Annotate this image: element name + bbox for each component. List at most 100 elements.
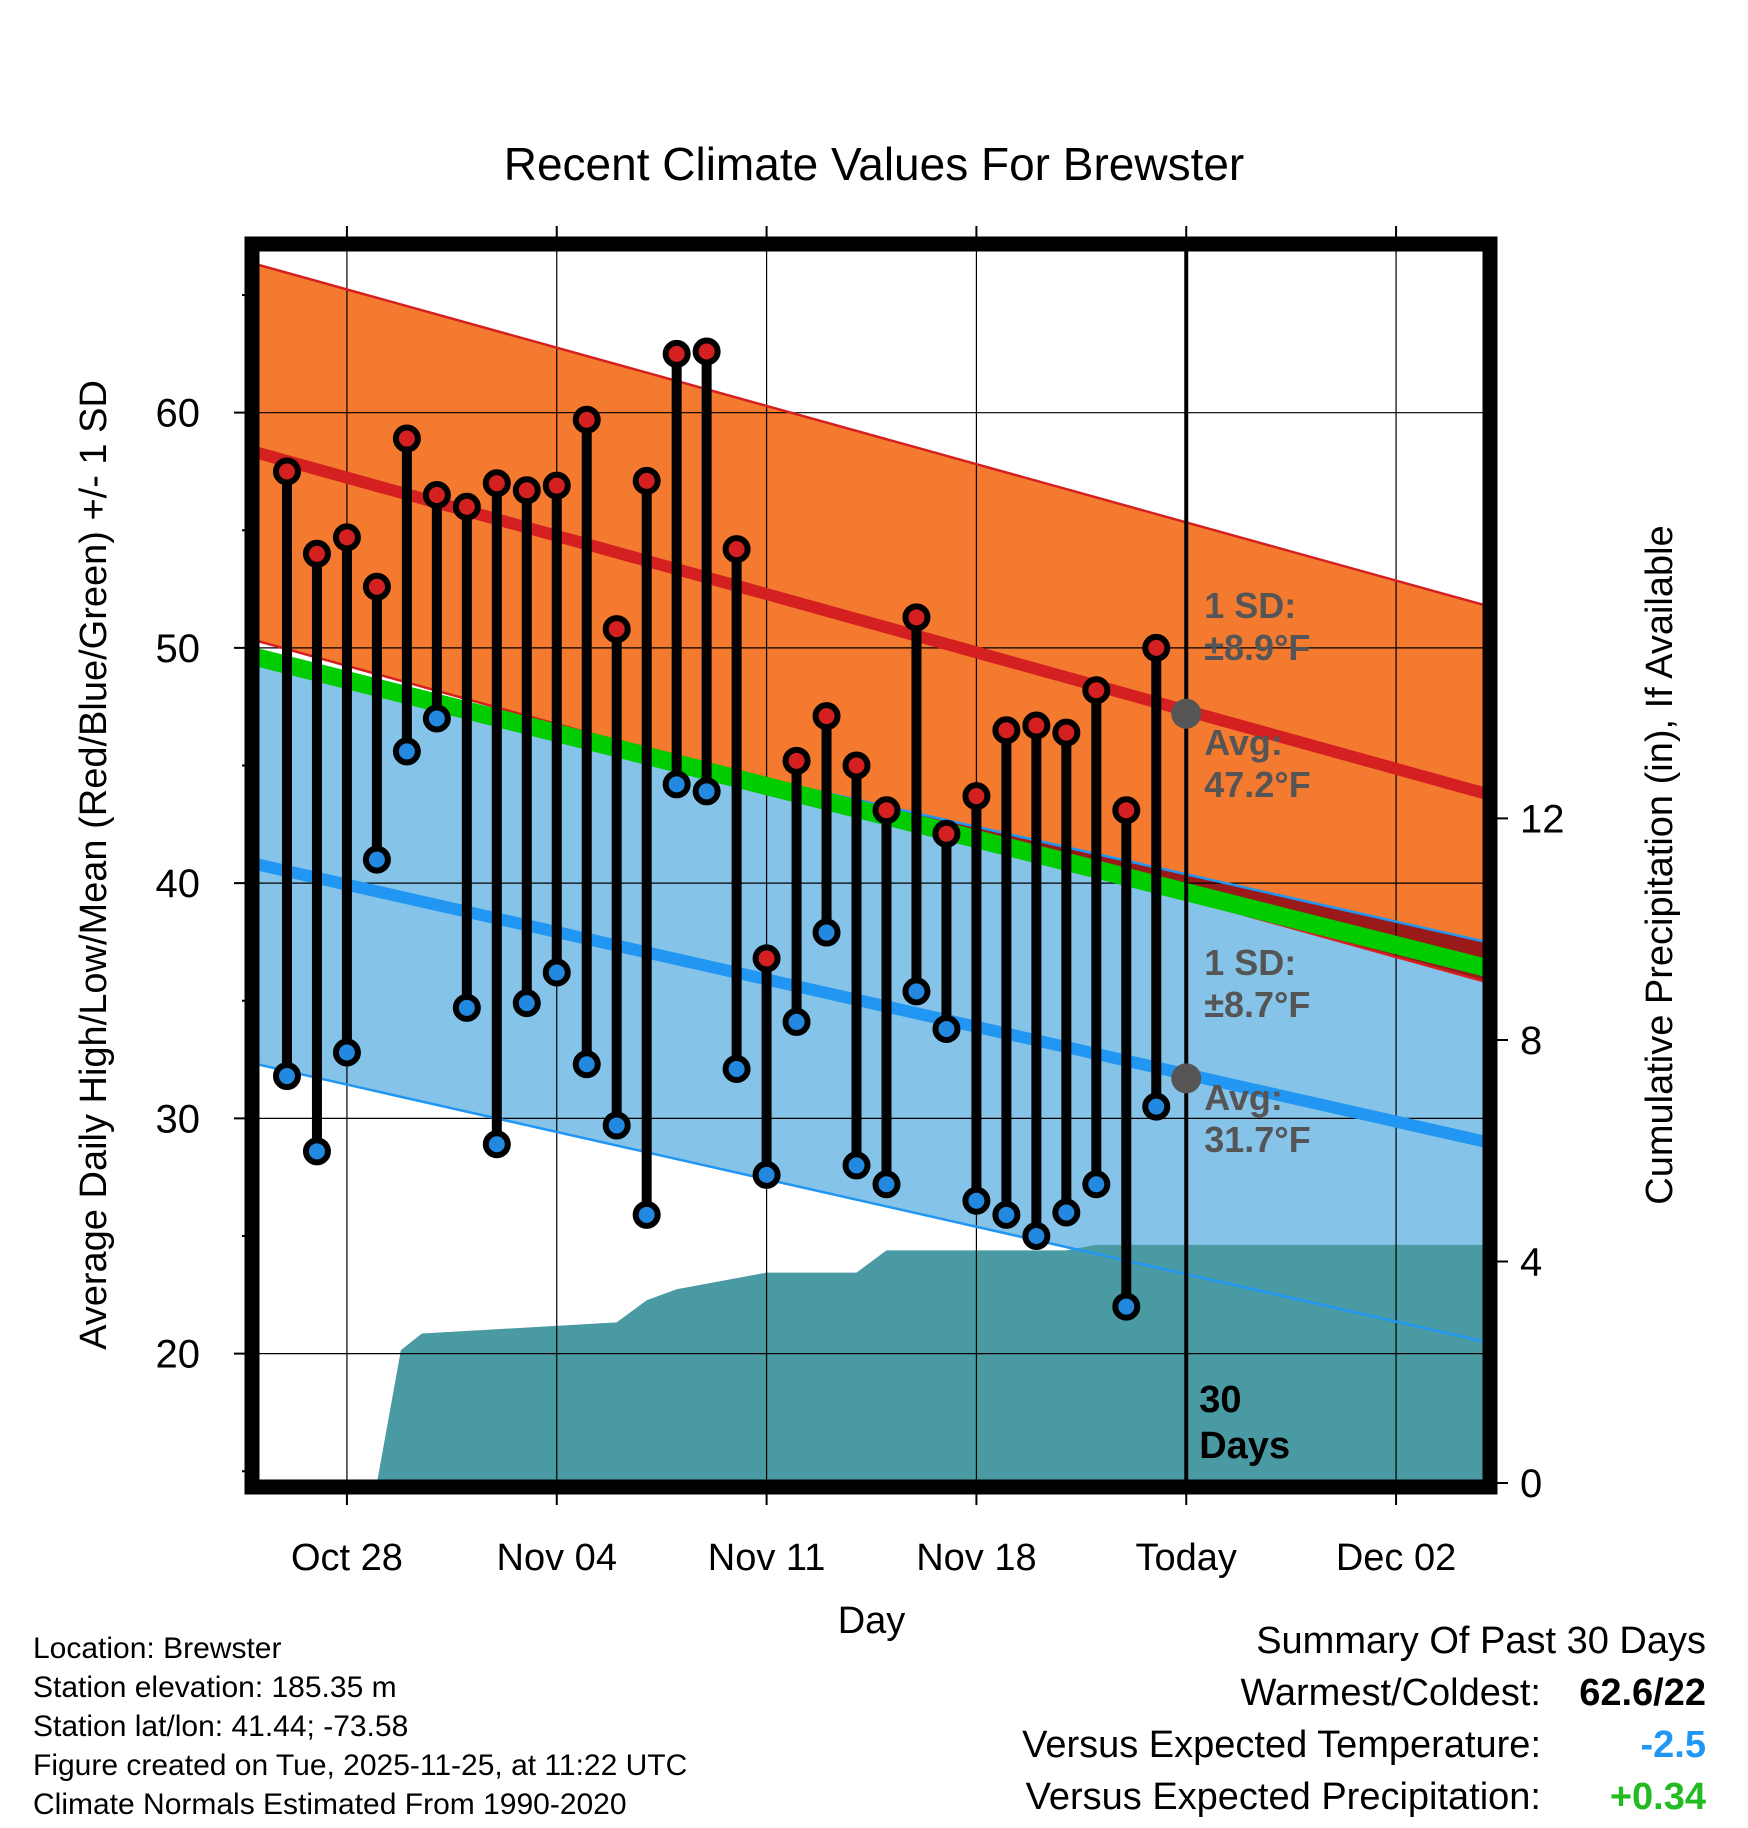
high-point — [512, 476, 541, 505]
y-right-tick-label: 8 — [1520, 1019, 1542, 1063]
high-point — [692, 337, 721, 366]
y-left-tick-label: 20 — [156, 1333, 201, 1377]
x-tick-label: Nov 04 — [497, 1537, 617, 1579]
high-point — [302, 539, 331, 568]
high-point — [362, 572, 391, 601]
low-point — [872, 1170, 901, 1199]
low-point — [932, 1014, 961, 1043]
summary-warmest-value: 62.6/22 — [1579, 1672, 1706, 1714]
high-point — [1142, 633, 1171, 662]
high-point — [542, 471, 571, 500]
high-point — [872, 796, 901, 825]
low-point — [722, 1054, 751, 1083]
low-avg-label: Avg: — [1204, 1077, 1283, 1118]
high-point — [962, 782, 991, 811]
high-avg-value: 47.2°F — [1204, 764, 1310, 805]
summary-temp-label: Versus Expected Temperature: — [1022, 1724, 1541, 1766]
high-point — [632, 466, 661, 495]
info-normals: Climate Normals Estimated From 1990-2020 — [33, 1788, 627, 1821]
low-point — [542, 958, 571, 987]
low-point — [302, 1137, 331, 1166]
low-point — [1112, 1292, 1141, 1321]
low-point — [812, 918, 841, 947]
high-sd-value: ±8.9°F — [1204, 627, 1310, 668]
chart-title: Recent Climate Values For Brewster — [504, 138, 1245, 190]
today-low-avg-dot — [1171, 1063, 1202, 1094]
info-created: Figure created on Tue, 2025-11-25, at 11… — [33, 1749, 688, 1782]
low-sd-lower-line — [257, 1063, 1486, 1344]
high-point — [902, 603, 931, 632]
low-point — [572, 1050, 601, 1079]
high-point — [812, 702, 841, 731]
y-left-axis-label: Average Daily High/Low/Mean (Red/Blue/Gr… — [73, 380, 115, 1350]
low-point — [422, 704, 451, 733]
low-point — [992, 1200, 1021, 1229]
low-point — [602, 1111, 631, 1140]
y-left-tick-label: 30 — [156, 1097, 201, 1141]
summary-title: Summary Of Past 30 Days — [1256, 1620, 1706, 1662]
y-left-tick-label: 60 — [156, 392, 201, 436]
high-point — [782, 746, 811, 775]
low-point — [1022, 1222, 1051, 1250]
low-point — [482, 1130, 511, 1159]
low-point — [362, 845, 391, 874]
high-point — [482, 469, 511, 498]
days-count-label: 30 — [1199, 1379, 1241, 1421]
summary-precip-label: Versus Expected Precipitation: — [1025, 1776, 1541, 1818]
high-point — [422, 481, 451, 509]
summary-temp-row: Versus Expected Temperature: -2.5 — [1022, 1724, 1706, 1767]
high-point — [1022, 711, 1051, 740]
summary-warmest-label: Warmest/Coldest: — [1240, 1672, 1541, 1714]
y-left-tick-label: 40 — [156, 862, 201, 906]
summary-precip-row: Versus Expected Precipitation: +0.34 — [1026, 1776, 1706, 1819]
x-tick-label: Nov 18 — [916, 1537, 1036, 1579]
y-left-tick-label: 50 — [156, 627, 201, 671]
low-sd-label: 1 SD: — [1204, 942, 1296, 983]
y-right-tick-label: 4 — [1520, 1240, 1542, 1284]
low-point — [692, 777, 721, 806]
high-sd-upper-line — [257, 263, 1486, 607]
high-point — [1082, 676, 1111, 705]
low-sd-value: ±8.7°F — [1204, 984, 1310, 1025]
low-point — [512, 989, 541, 1018]
high-point — [662, 339, 691, 368]
x-tick-label: Today — [1136, 1537, 1237, 1579]
high-point — [992, 716, 1021, 745]
precip-area — [257, 1244, 1486, 1483]
x-axis-label: Day — [838, 1600, 906, 1642]
high-point — [572, 405, 601, 434]
high-point — [1052, 718, 1081, 747]
low-point — [962, 1186, 991, 1215]
low-point — [452, 993, 481, 1022]
plot-frame — [244, 236, 1498, 1495]
info-elevation: Station elevation: 185.35 m — [33, 1671, 397, 1704]
high-point — [272, 457, 301, 486]
low-point — [1082, 1170, 1111, 1199]
low-point — [902, 977, 931, 1006]
low-point — [752, 1160, 781, 1189]
low-point — [782, 1007, 811, 1036]
days-word-label: Days — [1199, 1425, 1290, 1467]
high-avg-label: Avg: — [1204, 722, 1283, 763]
y-right-tick-label: 0 — [1520, 1462, 1542, 1506]
low-point — [662, 770, 691, 799]
y-right-tick-label: 12 — [1520, 797, 1565, 841]
high-point — [932, 819, 961, 848]
low-point — [632, 1200, 661, 1229]
low-point — [842, 1151, 871, 1180]
info-location: Location: Brewster — [33, 1632, 282, 1665]
low-point — [332, 1038, 361, 1067]
x-tick-label: Dec 02 — [1336, 1537, 1456, 1579]
summary-precip-value: +0.34 — [1609, 1776, 1706, 1818]
low-point — [1052, 1198, 1081, 1227]
x-tick-label: Nov 11 — [708, 1537, 826, 1579]
high-point — [452, 492, 481, 521]
summary-warmest-row: Warmest/Coldest: 62.6/22 — [1240, 1672, 1706, 1715]
high-point — [752, 944, 781, 973]
high-point — [722, 535, 751, 564]
high-point — [332, 523, 361, 552]
low-point — [1142, 1092, 1171, 1121]
low-point — [272, 1062, 301, 1091]
high-sd-label: 1 SD: — [1204, 585, 1296, 626]
